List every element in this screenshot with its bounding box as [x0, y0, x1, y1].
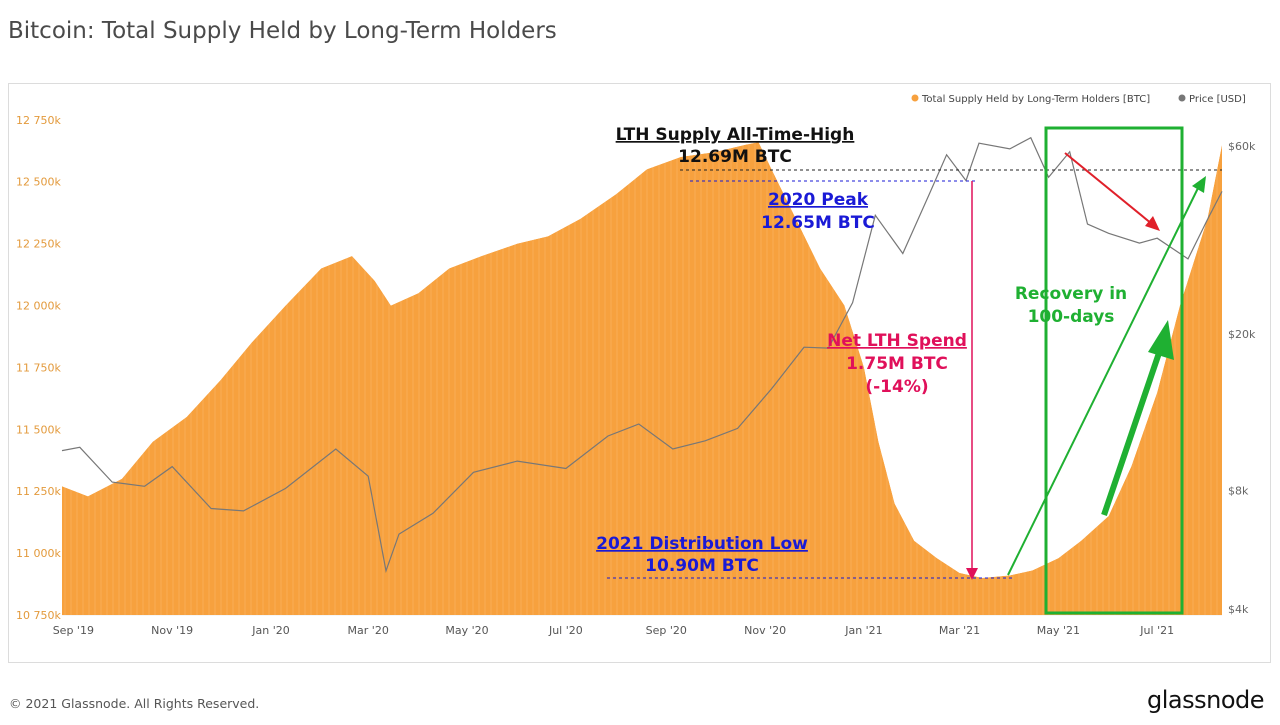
y-left-tick-label: 11 250k: [16, 485, 61, 498]
legend-marker-price: [1178, 94, 1186, 102]
legend: Total Supply Held by Long-Term Holders […: [911, 94, 1246, 105]
spend-value: 1.75M BTC: [846, 354, 948, 374]
y-left-tick-label: 12 500k: [16, 176, 61, 189]
y-right-tick-label: $20k: [1228, 328, 1256, 341]
supply-mask: [62, 100, 1222, 578]
y-left-tick-label: 11 000k: [16, 547, 61, 560]
brand-logo[interactable]: glassnode: [1146, 686, 1265, 714]
recovery-thin-arrowhead: [1192, 176, 1206, 193]
y-left-tick-label: 11 750k: [16, 361, 61, 374]
recovery-thin-arrow: [1007, 183, 1201, 576]
x-tick-label: Nov '20: [744, 624, 786, 637]
spend-percent: (-14%): [865, 377, 928, 397]
y-left-tick-label: 12 000k: [16, 300, 61, 313]
x-tick-label: Jul '21: [1139, 624, 1174, 637]
x-tick-label: May '20: [445, 624, 488, 637]
x-tick-label: Mar '20: [348, 624, 389, 637]
x-tick-label: Jul '20: [548, 624, 583, 637]
x-tick-label: Sep '19: [53, 624, 94, 637]
page-title: Bitcoin: Total Supply Held by Long-Term …: [8, 18, 557, 44]
copyright: © 2021 Glassnode. All Rights Reserved.: [9, 696, 260, 711]
price-drop-arrowhead: [1145, 216, 1160, 231]
chart-panel: [8, 83, 1271, 663]
spend-arrowhead: [966, 568, 978, 580]
y-right-tick-label: $60k: [1228, 140, 1256, 153]
peak-label: 2020 Peak: [768, 190, 869, 210]
price-drop-arrow: [1064, 152, 1153, 225]
legend-label-price: Price [USD]: [1189, 94, 1246, 105]
peak-value: 12.65M BTC: [761, 213, 875, 233]
y-left-tick-label: 10 750k: [16, 609, 61, 622]
recovery-label: Recovery in: [1015, 284, 1127, 304]
price-line: [61, 136, 1223, 574]
recovery-thick-arrow: [1101, 349, 1163, 516]
recovery-box: [1044, 126, 1184, 615]
recovery-value: 100-days: [1028, 307, 1115, 327]
low-label: 2021 Distribution Low: [596, 534, 808, 554]
ath-label: LTH Supply All-Time-High: [616, 125, 855, 145]
spend-label: Net LTH Spend: [827, 331, 967, 351]
axes: 10 750k 11 000k 11 250k 11 500k 11 750k 12 00…: [16, 114, 1256, 637]
legend-label-supply: Total Supply Held by Long-Term Holders […: [921, 94, 1150, 105]
y-right-tick-label: $8k: [1228, 484, 1249, 497]
y-left-tick-label: 11 500k: [16, 423, 61, 436]
supply-area: [62, 142, 1222, 615]
x-tick-label: Mar '21: [939, 624, 980, 637]
price-series: [61, 136, 1223, 574]
low-value: 10.90M BTC: [645, 556, 759, 576]
legend-marker-supply: [911, 94, 919, 102]
x-tick-label: Jan '21: [844, 624, 882, 637]
y-right-tick-label: $4k: [1228, 603, 1249, 616]
x-tick-label: Nov '19: [151, 624, 193, 637]
y-left-tick-label: 12 750k: [16, 114, 61, 127]
recovery-thick-arrowhead: [1148, 320, 1174, 360]
ath-value: 12.69M BTC: [678, 147, 792, 167]
x-tick-label: Jan '20: [251, 624, 289, 637]
supply-series: [62, 100, 1222, 615]
x-tick-label: May '21: [1037, 624, 1080, 637]
x-tick-label: Sep '20: [646, 624, 687, 637]
y-left-tick-label: 12 250k: [16, 238, 61, 251]
